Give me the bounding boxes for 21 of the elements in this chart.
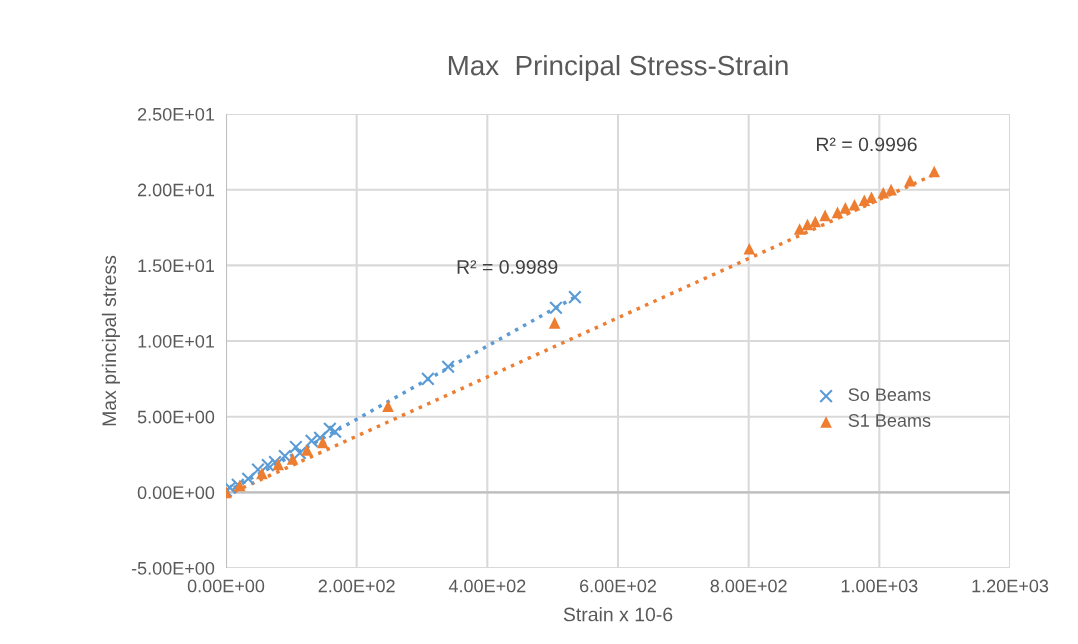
x-tick-label: 6.00E+02: [580, 579, 656, 593]
legend-label: So Beams: [848, 388, 931, 402]
y-tick-label: 1.50E+01: [138, 259, 215, 273]
chart-title: Max Principal Stress-Strain: [448, 54, 788, 81]
y-tick-label: -5.00E+00: [131, 561, 215, 575]
x-tick-label: 1.20E+03: [972, 579, 1049, 593]
x-tick-label: 0.00E+00: [187, 579, 265, 593]
y-tick-label: 2.50E+01: [137, 107, 215, 121]
x-tick-label: 1.00E+03: [841, 579, 918, 593]
y-tick-label: 2.00E+01: [137, 183, 215, 197]
x-tick-label: 4.00E+02: [448, 579, 526, 593]
annotation: R² = 0.9989: [457, 260, 558, 274]
annotation: R² = 0.9996: [817, 137, 917, 152]
y-tick-label: 1.00E+01: [138, 334, 215, 348]
legend-label: S1 Beams: [848, 414, 931, 427]
y-axis-title: Max principal stress: [101, 255, 120, 426]
x-tick-label: 8.00E+02: [710, 579, 787, 593]
x-axis-title: Strain x 10-6: [563, 607, 673, 622]
y-tick-label: 0.00E+00: [137, 486, 215, 500]
y-tick-label: 5.00E+00: [137, 410, 215, 424]
x-tick-label: 2.00E+02: [318, 579, 395, 593]
